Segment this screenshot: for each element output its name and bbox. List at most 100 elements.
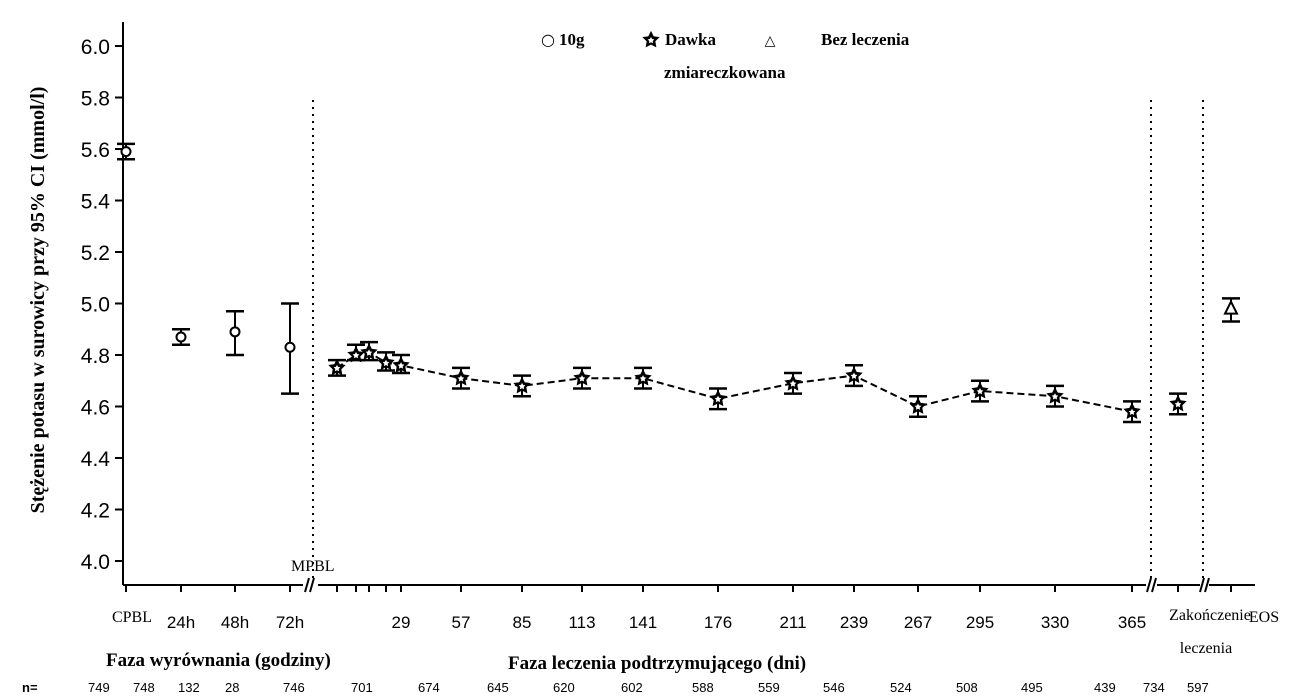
- data-point: [634, 366, 652, 390]
- x-tick-label-line2: leczenia: [1180, 640, 1232, 657]
- legend-symbol-circle: ○: [541, 30, 555, 49]
- x-tick-label: EOS: [1249, 609, 1279, 626]
- star-marker-inner: [382, 359, 390, 367]
- data-point: [573, 366, 591, 390]
- star-marker-inner: [333, 364, 341, 372]
- n-value: 746: [283, 680, 305, 695]
- y-tick-label: 5.4: [81, 191, 111, 214]
- legend-symbol-triangle: △: [765, 33, 776, 49]
- x-tick-label: 29: [392, 613, 411, 632]
- star-marker-inner: [647, 37, 655, 44]
- star-marker-inner: [578, 375, 586, 382]
- n-value: 645: [487, 680, 509, 695]
- n-value: 748: [133, 680, 155, 695]
- y-tick-label: 5.8: [81, 88, 110, 111]
- y-tick-label: 6.0: [81, 36, 110, 59]
- y-axis-label-group: Stężenie potasu w surowicy przy 95% CI (…: [27, 87, 49, 514]
- star-marker-inner: [518, 382, 526, 390]
- x-tick-label: 72h: [276, 613, 304, 632]
- legend: ○ 10g Dawka zmiareczkowana △ Bez leczenia: [541, 30, 910, 82]
- y-tick-label: 4.2: [81, 500, 110, 523]
- data-point: [452, 366, 470, 390]
- data-point: [971, 379, 989, 403]
- x-tick-label: 85: [513, 613, 532, 632]
- series-layer: [117, 142, 1240, 424]
- y-tick-label: 5.2: [81, 242, 110, 265]
- n-value: 28: [225, 680, 239, 695]
- axis-break-mark: [1146, 577, 1152, 593]
- circle-marker: [229, 326, 241, 338]
- n-value: 559: [758, 680, 780, 695]
- star-marker-inner: [1051, 393, 1059, 400]
- x-tick-label: 365: [1118, 613, 1146, 632]
- x-tick-label: 330: [1041, 613, 1069, 632]
- star-marker-inner: [397, 362, 405, 369]
- circle-marker: [284, 341, 296, 353]
- x-axis-labels: CPBL 24h 48h 72h 29 57 85 113 141 176 211 239 267 295…: [112, 607, 1279, 657]
- n-value: 524: [890, 680, 912, 695]
- data-point: [392, 353, 410, 375]
- n-value: 495: [1021, 680, 1043, 695]
- axes: 4.0 4.2 4.4 4.6 4.8 5.0 5.2 5.4 5.6 5.8 6.0: [81, 22, 1255, 593]
- n-value: 439: [1094, 680, 1116, 695]
- data-point: [281, 302, 299, 395]
- data-point: [226, 309, 244, 357]
- star-marker-inner: [914, 403, 922, 410]
- x-tick-label: 239: [840, 613, 868, 632]
- n-value: 602: [621, 680, 643, 695]
- x-tick-label: 141: [629, 613, 657, 632]
- n-value: 508: [956, 680, 978, 695]
- guide-lines: [312, 100, 1204, 580]
- y-axis-label: Stężenie potasu w surowicy przy 95% CI (…: [27, 87, 49, 514]
- n-value: 734: [1143, 680, 1165, 695]
- phase-label-maintenance: Faza leczenia podtrzymującego (dni): [508, 653, 806, 674]
- series-line: [336, 351, 1133, 413]
- star-marker-inner: [789, 380, 797, 387]
- n-value: 620: [553, 680, 575, 695]
- y-tick-label: 4.8: [81, 345, 110, 368]
- x-tick-label: 48h: [221, 613, 249, 632]
- circle-marker: [120, 146, 132, 158]
- y-tick-label: 5.0: [81, 294, 110, 317]
- n-value: 597: [1187, 680, 1209, 695]
- axis-break-mark: [1199, 577, 1205, 593]
- legend-label-no-treatment: Bez leczenia: [821, 30, 910, 49]
- circle-marker: [175, 331, 187, 343]
- x-tick-label: 295: [966, 613, 994, 632]
- data-point: [377, 351, 395, 372]
- data-point: [909, 394, 927, 419]
- x-tick-label: 113: [568, 613, 595, 632]
- data-point: [1169, 392, 1187, 416]
- n-value: 749: [88, 680, 110, 695]
- data-point: [172, 328, 190, 346]
- data-point: [328, 358, 346, 377]
- legend-label-10g: 10g: [559, 30, 585, 49]
- data-point: [117, 142, 135, 161]
- legend-symbol-star: [642, 30, 660, 48]
- n-value: 132: [178, 680, 200, 695]
- data-point: [513, 374, 531, 398]
- star-marker-inner: [1174, 400, 1182, 408]
- x-tick-label: Zakończenie: [1169, 607, 1251, 624]
- data-point: [1222, 297, 1240, 323]
- y-tick-label: 4.4: [81, 448, 111, 471]
- data-point: [784, 371, 802, 395]
- n-value: 546: [823, 680, 845, 695]
- legend-label-titrated: Dawka: [665, 30, 717, 49]
- phase-label-correction: Faza wyrównania (godziny): [106, 650, 331, 671]
- star-marker-inner: [714, 395, 722, 403]
- triangle-marker: [1223, 299, 1239, 315]
- n-label: n=: [22, 680, 38, 695]
- y-tick-label: 4.6: [81, 397, 110, 420]
- x-tick-label: 57: [452, 613, 471, 632]
- series-triangle: [1222, 297, 1240, 323]
- n-value: 674: [418, 680, 440, 695]
- x-tick-label: 267: [904, 613, 932, 632]
- series-circle: [117, 142, 299, 395]
- data-point: [1123, 400, 1141, 424]
- data-point: [845, 364, 863, 388]
- star-marker-inner: [365, 349, 373, 356]
- n-value: 701: [351, 680, 373, 695]
- axis-break-mark: [304, 577, 310, 593]
